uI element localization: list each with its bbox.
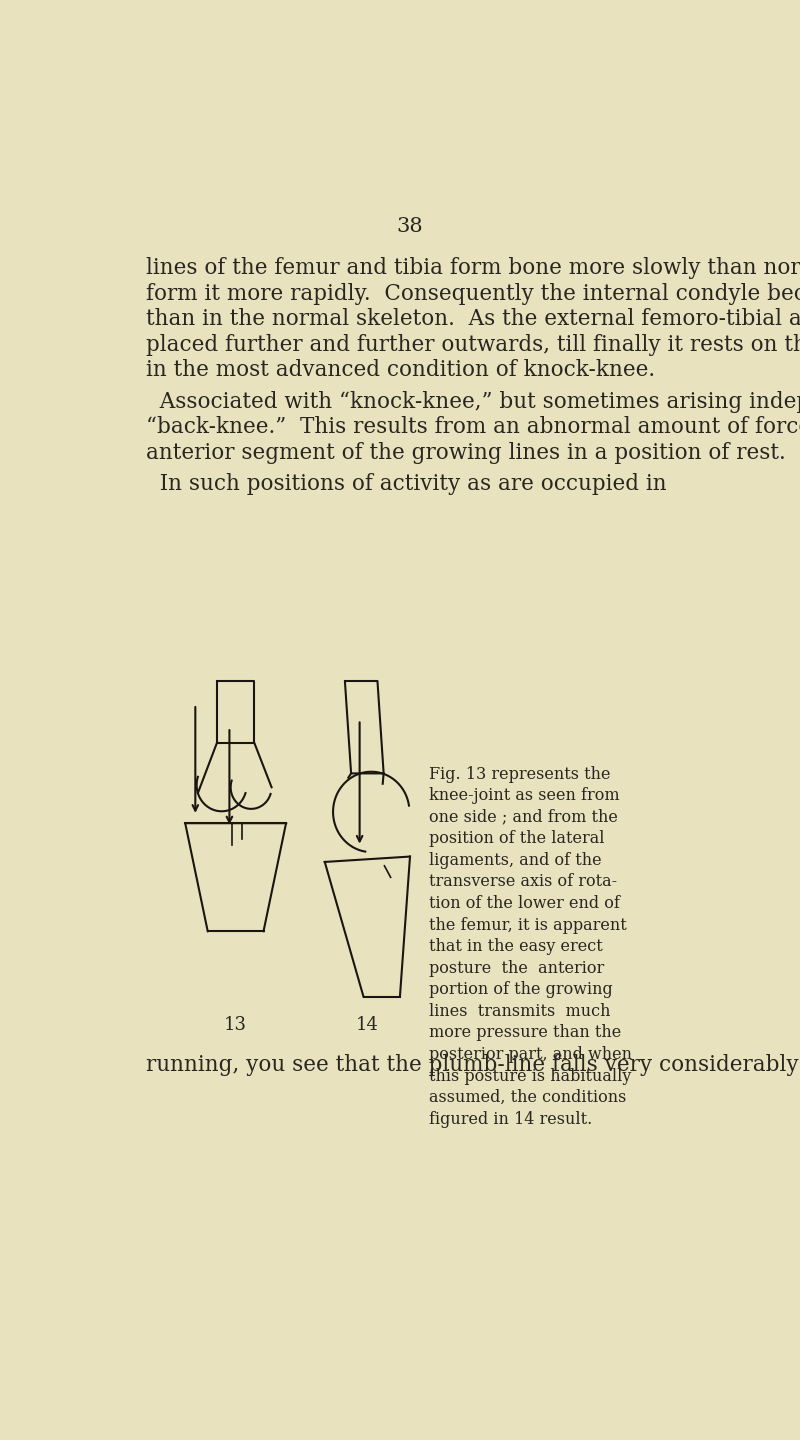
- Text: Fig. 13 represents the: Fig. 13 represents the: [430, 766, 611, 783]
- Text: the femur, it is apparent: the femur, it is apparent: [430, 917, 627, 933]
- Text: anterior segment of the growing lines in a position of rest.: anterior segment of the growing lines in…: [146, 442, 786, 464]
- Text: 14: 14: [356, 1017, 379, 1034]
- Text: 38: 38: [397, 217, 423, 236]
- Text: lines  transmits  much: lines transmits much: [430, 1002, 611, 1020]
- Text: posture  the  anterior: posture the anterior: [430, 959, 605, 976]
- Text: running, you see that the plumb-line falls very considerably internal to the kne: running, you see that the plumb-line fal…: [146, 1054, 800, 1077]
- Text: form it more rapidly.  Consequently the internal condyle becomes longer, and the: form it more rapidly. Consequently the i…: [146, 282, 800, 305]
- Text: tion of the lower end of: tion of the lower end of: [430, 896, 620, 912]
- Text: transverse axis of rota-: transverse axis of rota-: [430, 874, 618, 890]
- Text: figured in 14 result.: figured in 14 result.: [430, 1110, 593, 1128]
- Text: ligaments, and of the: ligaments, and of the: [430, 852, 602, 868]
- Text: this posture is habitually: this posture is habitually: [430, 1067, 632, 1084]
- Text: posterior part, and when: posterior part, and when: [430, 1045, 632, 1063]
- Text: one side ; and from the: one side ; and from the: [430, 809, 618, 825]
- Text: assumed, the conditions: assumed, the conditions: [430, 1089, 626, 1106]
- Text: than in the normal skeleton.  As the external femoro-tibial angle diminishes, th: than in the normal skeleton. As the exte…: [146, 308, 800, 330]
- Text: placed further and further outwards, till finally it rests on the outer surface : placed further and further outwards, til…: [146, 334, 800, 356]
- Text: In such positions of activity as are occupied in: In such positions of activity as are occ…: [146, 474, 667, 495]
- Text: lines of the femur and tibia form bone more slowly than normal, while their inne: lines of the femur and tibia form bone m…: [146, 258, 800, 279]
- Text: knee-joint as seen from: knee-joint as seen from: [430, 788, 620, 805]
- Text: in the most advanced condition of knock-knee.: in the most advanced condition of knock-…: [146, 359, 656, 382]
- Text: portion of the growing: portion of the growing: [430, 981, 613, 998]
- Text: more pressure than the: more pressure than the: [430, 1024, 622, 1041]
- Text: that in the easy erect: that in the easy erect: [430, 939, 603, 955]
- Text: 13: 13: [224, 1017, 247, 1034]
- Text: Associated with “knock-knee,” but sometimes arising independently of it, is the : Associated with “knock-knee,” but someti…: [146, 390, 800, 413]
- Text: “back-knee.”  This results from an abnormal amount of force being transmitted th: “back-knee.” This results from an abnorm…: [146, 416, 800, 438]
- Text: position of the lateral: position of the lateral: [430, 831, 605, 847]
